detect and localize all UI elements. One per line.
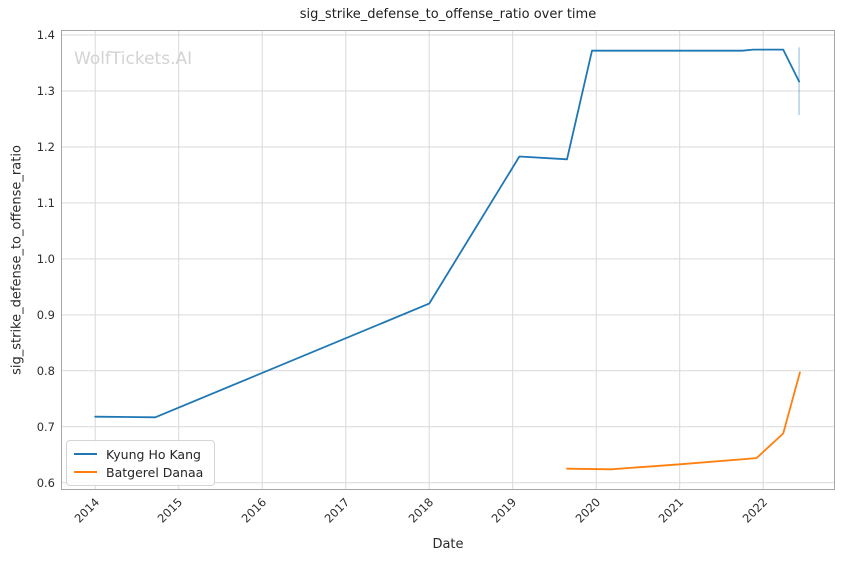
x-tick-label-text: 2020 bbox=[572, 495, 604, 526]
plot-canvas bbox=[61, 30, 835, 490]
series-line-kyung-ho-kang bbox=[94, 48, 800, 419]
plot-spines bbox=[61, 30, 835, 490]
y-tick-label: 0.9 bbox=[36, 307, 55, 322]
y-tick-label: 1.1 bbox=[36, 195, 55, 210]
x-tick-label-text: 2014 bbox=[71, 495, 103, 526]
x-tick-label-text: 2021 bbox=[655, 495, 687, 526]
x-tick-label-text: 2017 bbox=[321, 495, 353, 526]
x-tick-label-text: 2018 bbox=[405, 495, 437, 526]
y-tick-label: 0.8 bbox=[36, 363, 55, 378]
legend-line-swatch-icon bbox=[74, 470, 97, 474]
legend-item-label: Kyung Ho Kang bbox=[106, 446, 201, 462]
x-axis-label: Date bbox=[432, 537, 464, 552]
watermark: WolfTickets.AI bbox=[74, 49, 193, 69]
y-axis-label: sig_strike_defense_to_offense_ratio bbox=[9, 145, 25, 375]
x-tick-label-text: 2016 bbox=[238, 495, 270, 526]
legend-item-kyung-ho-kang: Kyung Ho Kang bbox=[74, 445, 203, 463]
y-tick-label: 1.4 bbox=[36, 28, 55, 43]
y-tick-label: 1.3 bbox=[36, 83, 55, 98]
x-tick-label-text: 2019 bbox=[488, 495, 520, 526]
plot-area bbox=[61, 30, 835, 490]
y-tick-label: 0.7 bbox=[36, 419, 55, 434]
legend: Kyung Ho Kang Batgerel Danaa bbox=[66, 440, 216, 486]
x-tick-label-text: 2015 bbox=[155, 495, 186, 526]
chart-title: sig_strike_defense_to_offense_ratio over… bbox=[299, 7, 597, 22]
series-line-batgerel-danaa bbox=[566, 371, 801, 471]
y-tick-label: 1.2 bbox=[36, 139, 55, 154]
y-tick-label: 0.6 bbox=[36, 475, 55, 490]
legend-item-label: Batgerel Danaa bbox=[106, 464, 204, 480]
x-tick-label-text: 2022 bbox=[739, 495, 771, 526]
legend-item-batgerel-danaa: Batgerel Danaa bbox=[74, 463, 203, 481]
y-tick-label: 1.0 bbox=[36, 251, 55, 266]
legend-line-swatch-icon bbox=[74, 452, 97, 456]
